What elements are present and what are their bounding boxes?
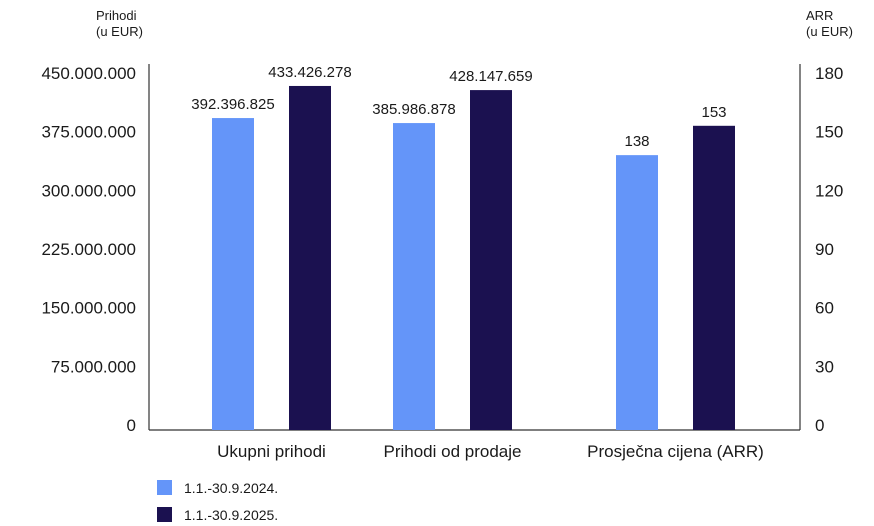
data-label: 153 (701, 104, 726, 121)
left-tick-label: 75.000.000 (51, 357, 136, 376)
left-tick-label: 375.000.000 (41, 123, 136, 142)
left-axis-title-line2: (u EUR) (96, 24, 143, 39)
right-tick-label: 150 (815, 123, 843, 142)
left-tick-label: 0 (127, 416, 136, 435)
right-tick-label: 30 (815, 357, 834, 376)
category-label: Prosječna cijena (ARR) (587, 442, 764, 461)
bars (212, 85, 735, 431)
right-tick-label: 60 (815, 299, 834, 318)
left-tick-label: 150.000.000 (41, 299, 136, 318)
data-label: 138 (624, 133, 649, 150)
right-axis-title-line1: ARR (806, 8, 833, 23)
right-axis-ticks: 0 30 60 90 120 150 180 (815, 64, 843, 435)
bar (212, 118, 254, 431)
right-tick-label: 0 (815, 416, 824, 435)
category-label: Ukupni prihodi (217, 442, 326, 461)
left-axis-title-line1: Prihodi (96, 8, 137, 23)
left-axis-ticks: 0 75.000.000 150.000.000 225.000.000 300.000… (41, 64, 136, 435)
data-label: 385.986.878 (372, 101, 455, 118)
bar (616, 155, 658, 430)
left-tick-label: 225.000.000 (41, 240, 136, 259)
bar (693, 125, 735, 431)
bar (470, 90, 512, 430)
bar (289, 85, 331, 431)
right-tick-label: 90 (815, 240, 834, 259)
category-labels: Ukupni prihodi Prihodi od prodaje Prosječn… (217, 442, 764, 461)
legend-swatch (157, 480, 172, 495)
left-tick-label: 300.000.000 (41, 181, 136, 200)
data-label: 433.426.278 (268, 64, 351, 81)
legend-label: 1.1.-30.9.2025. (184, 507, 278, 523)
legend: 1.1.-30.9.2024. 1.1.-30.9.2025. (157, 480, 278, 523)
bar (393, 123, 435, 431)
data-label: 392.396.825 (191, 96, 274, 113)
legend-label: 1.1.-30.9.2024. (184, 480, 278, 496)
data-label: 428.147.659 (449, 68, 532, 85)
legend-swatch (157, 507, 172, 522)
right-tick-label: 120 (815, 181, 843, 200)
data-labels: 392.396.825 433.426.278 385.986.878 428.147… (191, 64, 726, 150)
right-tick-label: 180 (815, 64, 843, 83)
left-tick-label: 450.000.000 (41, 64, 136, 83)
category-label: Prihodi od prodaje (384, 442, 522, 461)
right-axis-title-line2: (u EUR) (806, 24, 853, 39)
